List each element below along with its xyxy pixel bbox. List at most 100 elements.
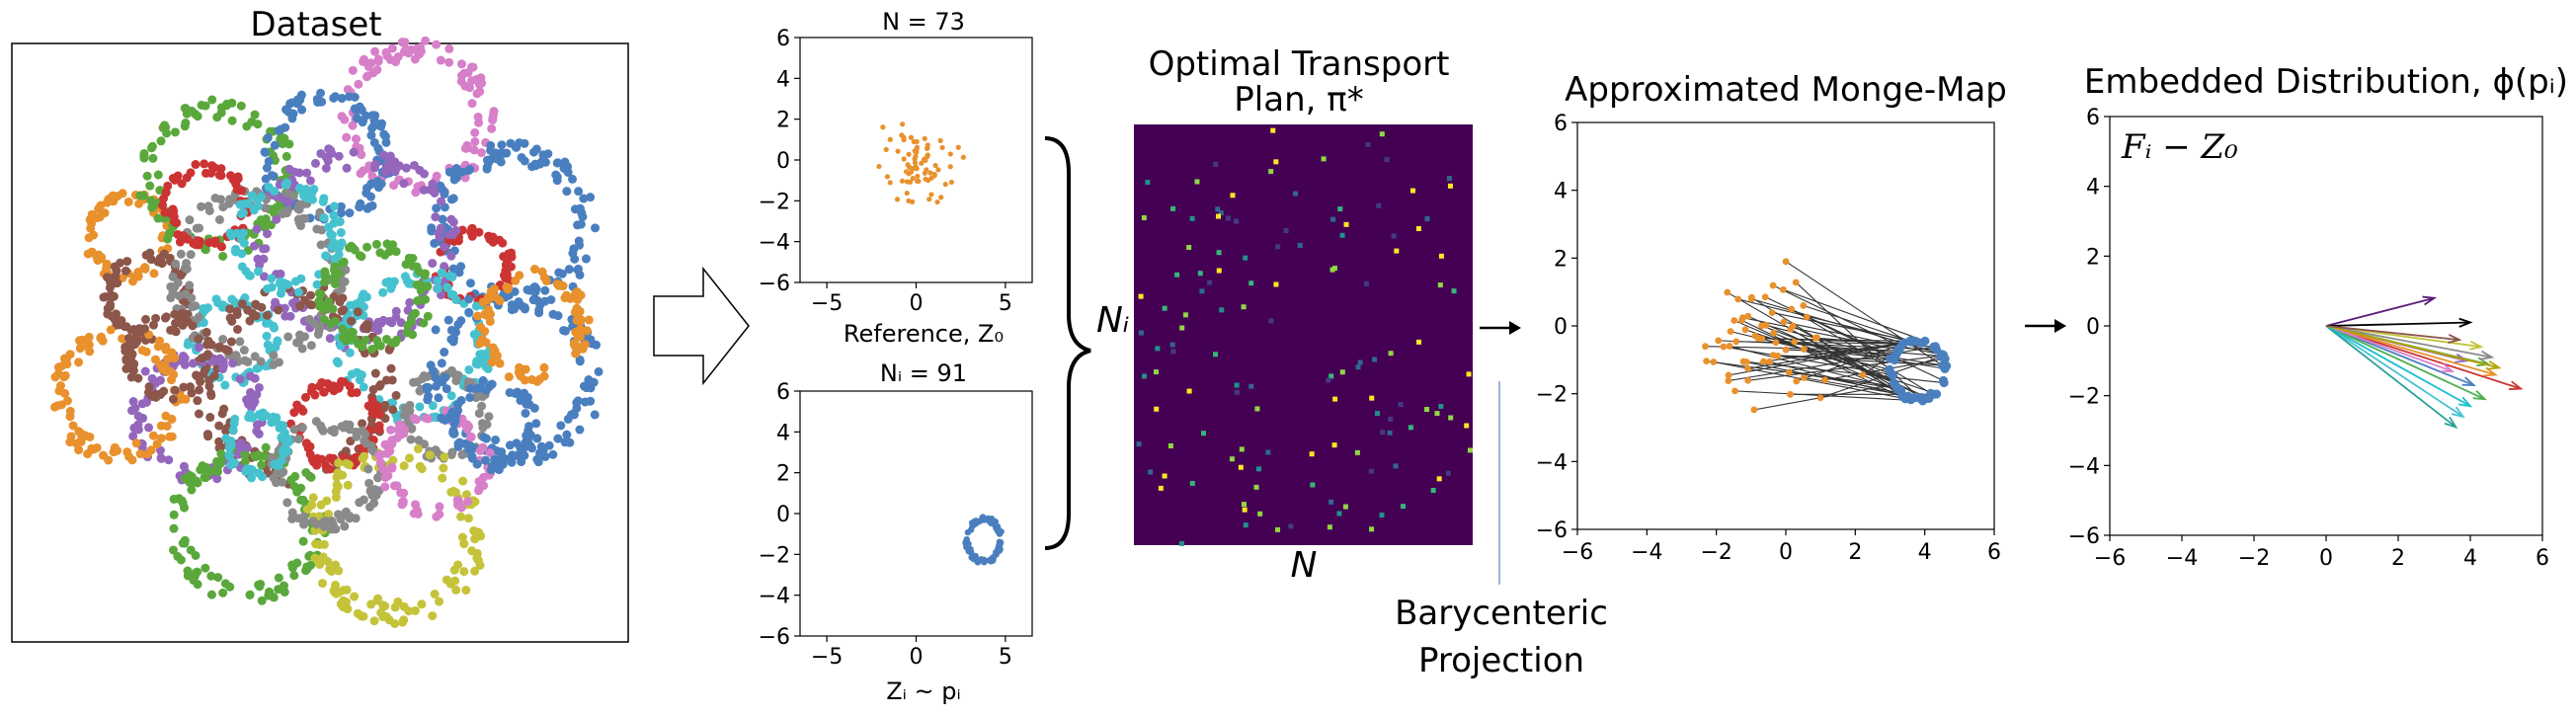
reference-point xyxy=(909,169,915,175)
dataset-point xyxy=(276,288,285,298)
dataset-point xyxy=(539,362,549,372)
dataset-point xyxy=(432,203,442,213)
dataset-point xyxy=(192,223,201,233)
dataset-point xyxy=(152,439,162,449)
dataset-point xyxy=(367,123,377,133)
dataset-point xyxy=(201,168,210,178)
dataset-point xyxy=(188,302,198,312)
dataset-point xyxy=(379,403,389,413)
reference-point xyxy=(927,170,933,176)
dataset-point xyxy=(203,336,213,346)
dataset-point xyxy=(476,383,486,393)
dataset-point xyxy=(443,283,452,293)
dataset-point xyxy=(424,414,434,424)
dataset-point xyxy=(579,194,589,203)
reference-point xyxy=(923,176,928,182)
dataset-point xyxy=(242,442,252,452)
dataset-point xyxy=(274,573,283,583)
dataset-point xyxy=(287,508,297,518)
transport-plan-cell xyxy=(1329,267,1335,273)
ytick-label: 2 xyxy=(2086,245,2100,270)
reference-point xyxy=(939,144,945,151)
dataset-point xyxy=(320,267,330,277)
dataset-point xyxy=(480,326,490,336)
dataset-point xyxy=(536,441,546,451)
dataset-point xyxy=(203,201,213,211)
dataset-point xyxy=(415,402,425,412)
reference-point xyxy=(932,162,938,169)
dataset-point xyxy=(489,107,499,117)
dataset-point xyxy=(441,372,450,382)
dataset-point xyxy=(388,405,398,415)
dataset-point xyxy=(350,92,360,102)
reference-point xyxy=(907,164,913,170)
dataset-point xyxy=(170,354,180,363)
dataset-point xyxy=(155,375,165,385)
monge-target-point xyxy=(1905,393,1915,403)
dataset-point xyxy=(205,388,215,398)
dataset-point xyxy=(68,421,78,431)
dataset-point xyxy=(187,485,197,495)
monge-source-point xyxy=(1739,358,1747,365)
ytick-label: −6 xyxy=(759,625,790,650)
dataset-point xyxy=(432,40,442,49)
monge-line xyxy=(1742,317,1898,351)
dataset-point xyxy=(282,189,292,199)
dataset-point xyxy=(174,494,184,504)
dataset-point xyxy=(168,174,178,184)
dataset-point xyxy=(298,536,308,546)
dataset-point xyxy=(372,336,382,346)
dataset-point xyxy=(252,224,262,234)
dataset-point xyxy=(161,312,171,322)
dataset-point xyxy=(321,460,331,470)
dataset-point xyxy=(300,392,310,402)
dataset-point xyxy=(254,382,264,392)
dataset-point xyxy=(212,467,222,477)
dataset-point xyxy=(173,278,183,287)
dataset-point xyxy=(256,579,266,589)
dataset-point xyxy=(124,451,134,461)
dataset-point xyxy=(404,253,414,263)
dataset-point xyxy=(329,242,339,252)
dataset-point xyxy=(464,364,474,374)
reference-point xyxy=(904,190,910,197)
dataset-point xyxy=(532,454,542,464)
dataset-point xyxy=(139,264,149,274)
monge-source-point xyxy=(1803,313,1811,321)
dataset-point xyxy=(478,442,488,452)
dataset-point xyxy=(385,54,395,64)
dataset-point xyxy=(324,510,334,519)
reference-point xyxy=(947,151,953,157)
transport-plan-cell xyxy=(1197,271,1203,277)
dataset-point xyxy=(440,348,449,358)
dataset-point xyxy=(459,567,469,577)
dataset-point xyxy=(170,127,180,137)
monge-source-point xyxy=(1744,376,1752,384)
dataset-point xyxy=(140,366,150,376)
dataset-point xyxy=(210,194,220,203)
dataset-point xyxy=(362,242,372,252)
transport-plan-cell xyxy=(1388,416,1394,422)
dataset-point xyxy=(415,165,425,175)
dataset-point xyxy=(372,473,382,483)
dataset-point xyxy=(437,197,446,206)
dataset-point xyxy=(568,409,578,419)
transport-plan-cell xyxy=(1369,395,1375,401)
dataset-point xyxy=(584,375,594,385)
monge-map-yticks: 6 4 2 0 −2 −4 −6 xyxy=(1536,112,1577,543)
transport-plan-cell xyxy=(1409,188,1415,194)
monge-source-point xyxy=(1813,334,1820,342)
dataset-point xyxy=(145,248,155,258)
reference-point xyxy=(895,148,901,154)
dataset-point xyxy=(520,450,529,460)
dataset-point xyxy=(306,341,316,351)
reference-point xyxy=(913,164,919,170)
transport-plan-cell xyxy=(1394,248,1400,254)
dataset-point xyxy=(193,396,202,406)
dataset-point xyxy=(272,478,282,488)
embedded-arrow xyxy=(2325,325,2454,372)
dataset-point xyxy=(135,449,145,459)
dataset-point xyxy=(151,313,161,323)
transport-plan-cell xyxy=(1243,255,1248,261)
dataset-point xyxy=(457,450,467,460)
